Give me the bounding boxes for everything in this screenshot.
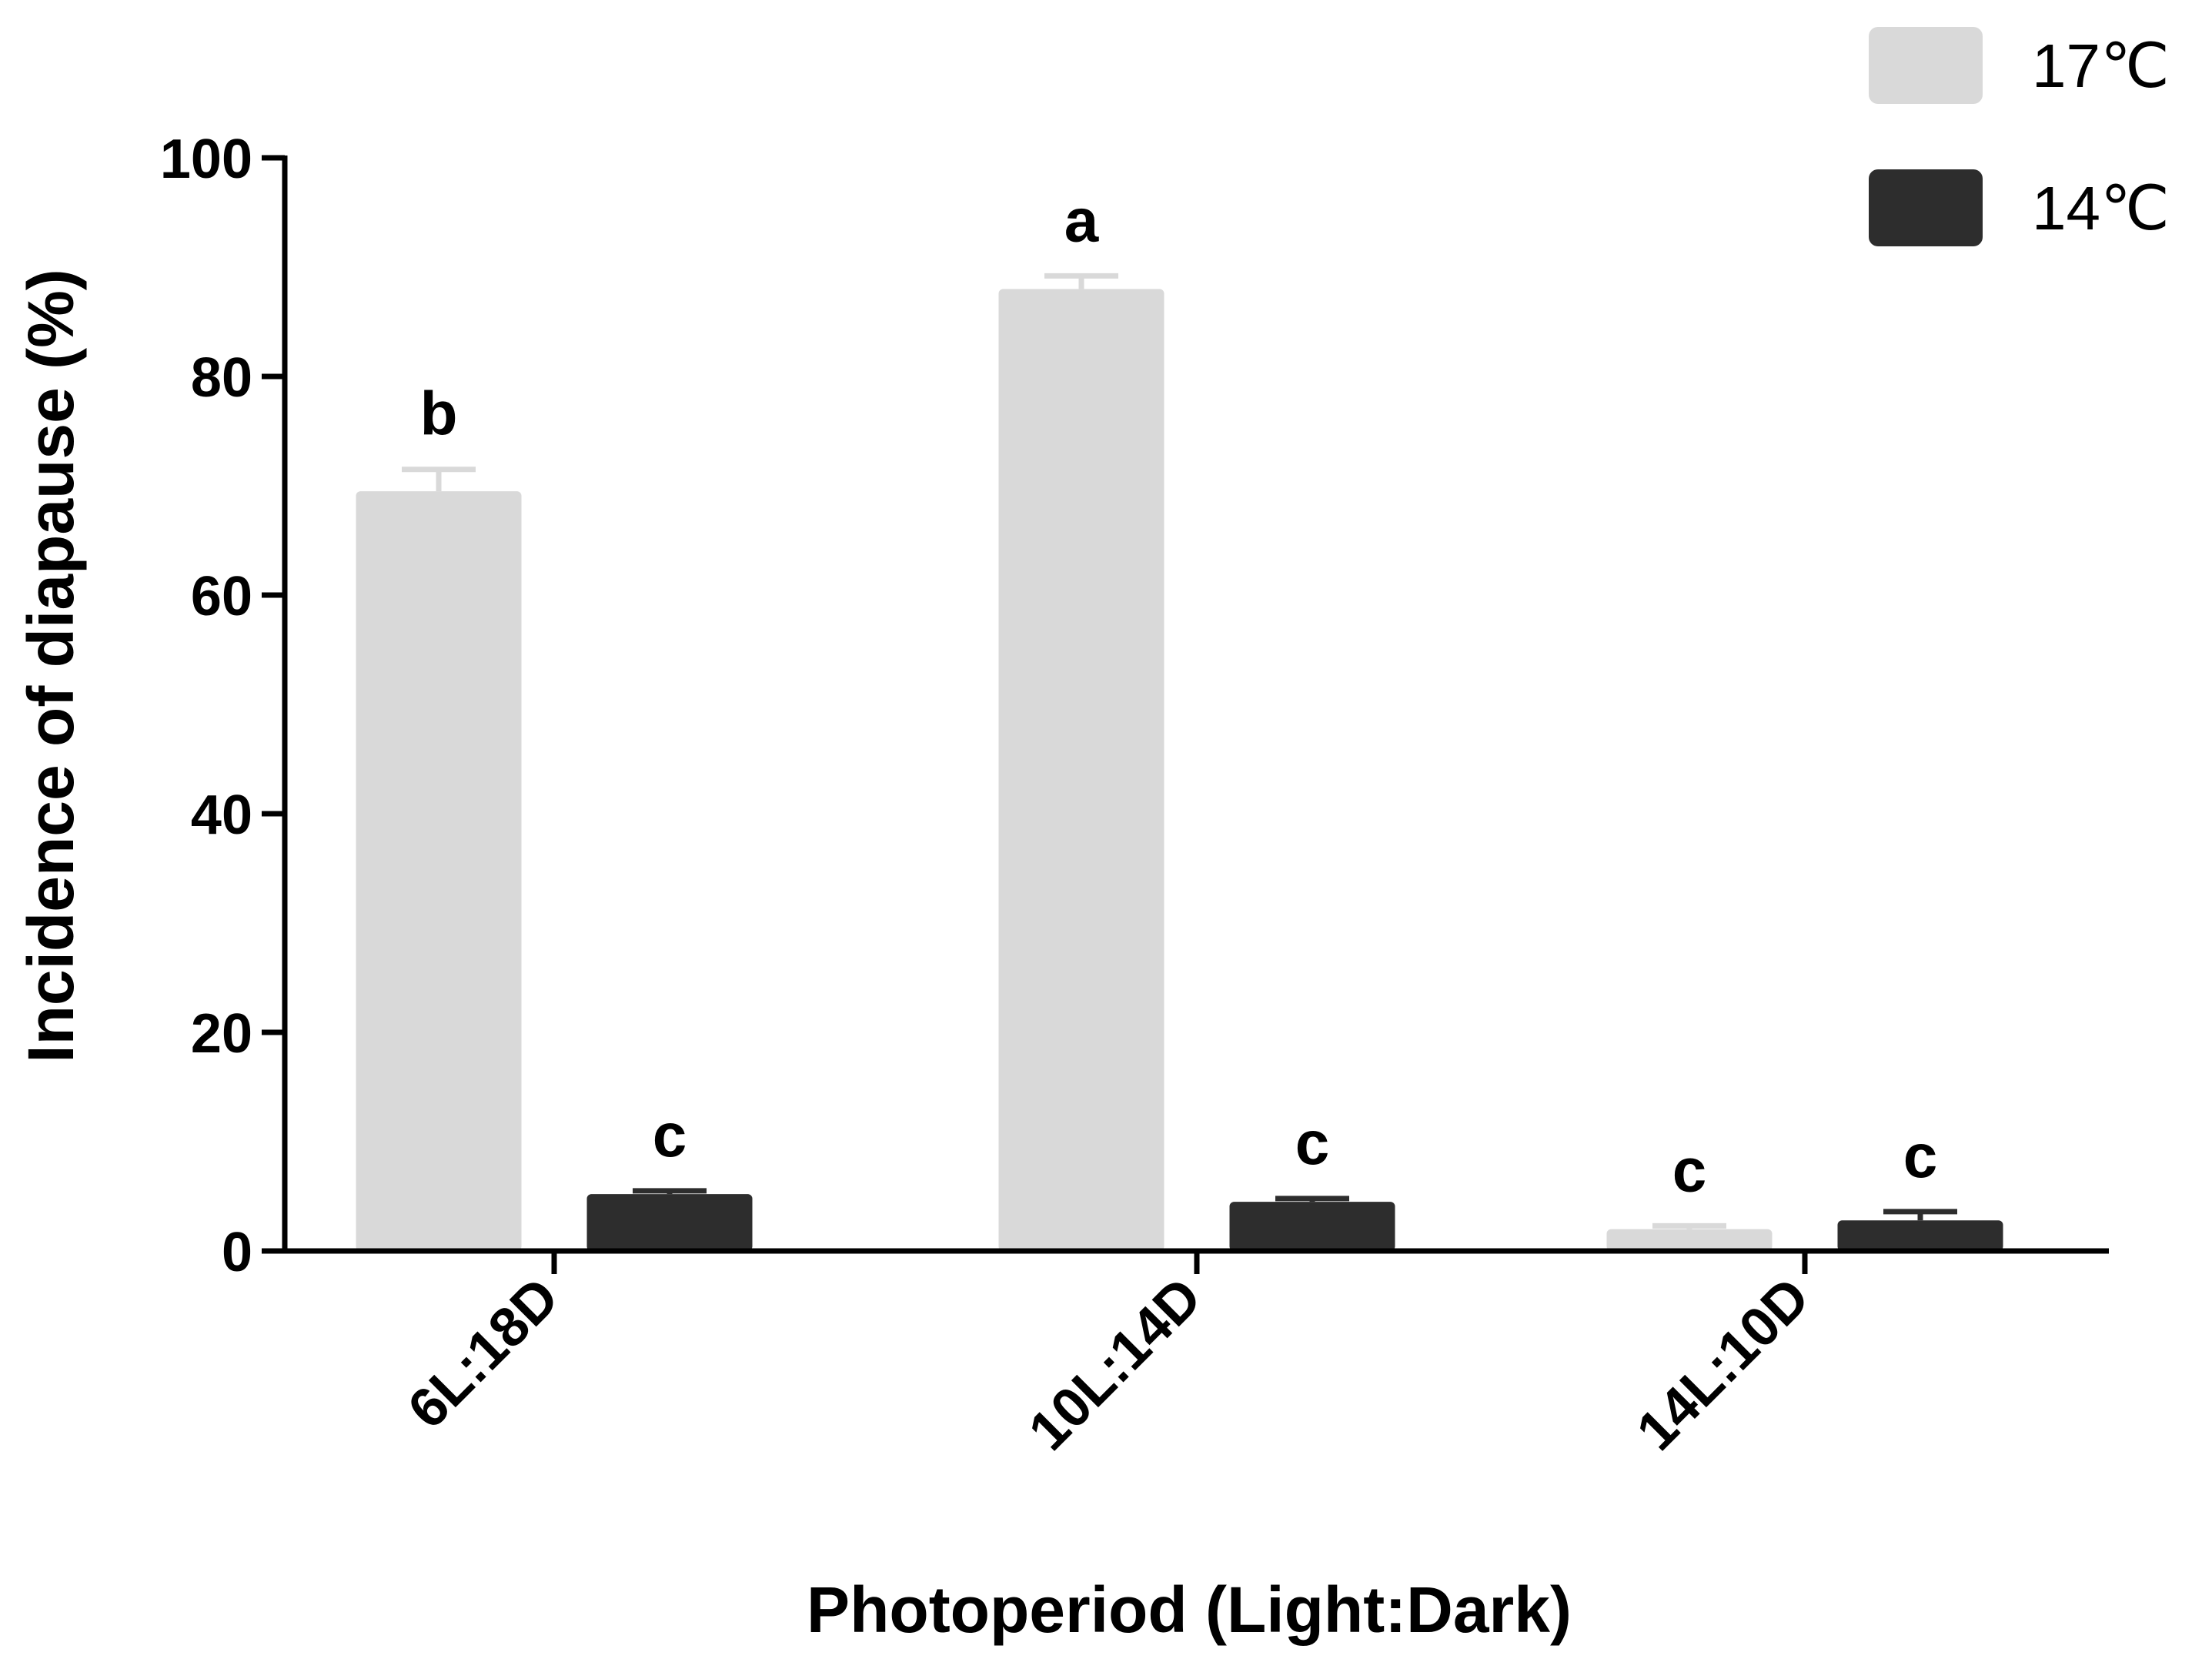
legend-swatch — [1869, 27, 1983, 104]
significance-label: c — [1903, 1122, 1938, 1190]
significance-label: c — [1672, 1136, 1707, 1204]
y-tick-label: 60 — [191, 566, 252, 627]
y-tick-label: 80 — [191, 347, 252, 409]
y-tick-label: 20 — [191, 1003, 252, 1065]
legend-label: 17℃ — [2032, 32, 2170, 100]
axes-layer — [282, 156, 2109, 1254]
bars-layer: b a c c c c — [356, 186, 2003, 1251]
x-tick-label: 6L:18D — [396, 1266, 570, 1440]
bar-series-1 — [1606, 1229, 1773, 1251]
significance-label: c — [1295, 1109, 1330, 1177]
y-ticks: 0 20 40 60 80 100 — [160, 129, 285, 1283]
x-ticks: 6L:18D 10L:14D 14L:10D — [396, 1251, 1821, 1462]
y-tick-label: 100 — [160, 129, 252, 190]
bar-series-2 — [1229, 1202, 1395, 1251]
legend: 17℃ 14℃ — [1869, 27, 2170, 246]
bar-series-2 — [1837, 1220, 2003, 1251]
significance-label: c — [653, 1101, 687, 1169]
legend-swatch — [1869, 169, 1983, 246]
x-axis-title: Photoperiod (Light:Dark) — [807, 1574, 1572, 1646]
bar-series-1 — [998, 289, 1164, 1251]
bar-series-1 — [356, 491, 522, 1251]
significance-label: a — [1064, 186, 1099, 254]
y-axis-title: Incidence of diapause (%) — [15, 269, 87, 1063]
x-tick-label: 10L:14D — [1017, 1266, 1214, 1463]
significance-label: b — [420, 380, 458, 448]
y-tick-label: 40 — [191, 784, 252, 846]
legend-label: 14℃ — [2032, 174, 2170, 242]
bar-series-2 — [586, 1194, 753, 1251]
y-tick-label: 0 — [222, 1222, 252, 1283]
x-tick-label: 14L:10D — [1626, 1266, 1822, 1463]
